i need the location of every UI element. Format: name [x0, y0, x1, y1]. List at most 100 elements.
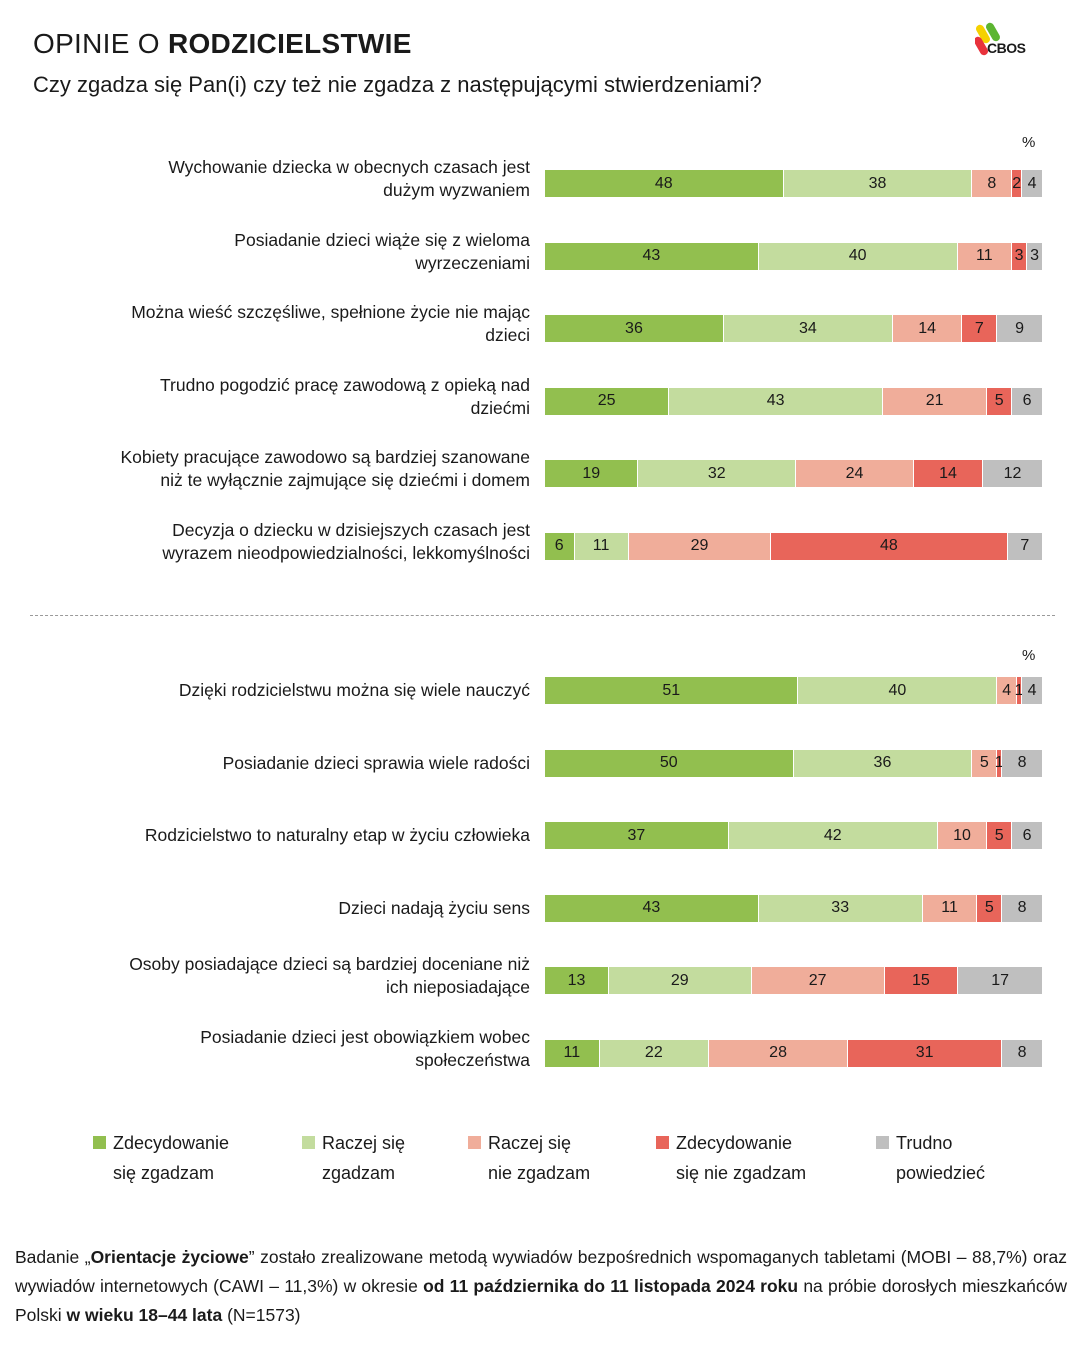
legend-rather-disagree: Raczej się nie zgadzam: [468, 1128, 590, 1188]
legend-rather-agree: Raczej się zgadzam: [302, 1128, 405, 1188]
legend-label: Raczej się: [488, 1133, 572, 1153]
segment-strongly-agree: 11: [545, 1039, 600, 1067]
footnote: Badanie „Orientacje życiowe” zostało zre…: [15, 1247, 1068, 1325]
data-label: 50: [659, 754, 678, 771]
data-label: 27: [808, 971, 827, 989]
data-label: 43: [766, 392, 785, 409]
data-label: 36: [625, 319, 643, 337]
data-label: 17: [991, 971, 1010, 989]
data-label: 8: [987, 174, 997, 192]
row-label: Wychowanie dziecka w obecnych czasach je…: [168, 157, 530, 200]
row-label: Dzięki rodzicielstwu można się wiele nau…: [178, 680, 530, 700]
legend-label: Zdecydowanie: [676, 1133, 793, 1153]
chart-title: OPINIE O RODZICIELSTWIE: [33, 28, 412, 60]
segment-hard-to-say: 9: [997, 315, 1042, 342]
data-label: 37: [627, 826, 646, 844]
data-label: 11: [563, 1044, 581, 1061]
segment-hard-to-say: 4: [1022, 677, 1042, 704]
segment-rather-disagree: 8: [972, 170, 1013, 197]
data-label: 14: [939, 464, 957, 482]
segment-rather-disagree: 27: [751, 967, 885, 994]
logo-text: CBOS: [987, 40, 1026, 56]
data-label: 31: [915, 1044, 934, 1061]
segment-strongly-disagree: 1: [1014, 677, 1024, 704]
data-label: 1: [1014, 681, 1024, 699]
data-label: 38: [868, 174, 887, 192]
segment-hard-to-say: 7: [1007, 532, 1042, 560]
segment-rather-disagree: 24: [795, 460, 915, 487]
data-label: 33: [831, 899, 850, 916]
segment-rather-disagree: 11: [922, 894, 978, 922]
segment-hard-to-say: 6: [1012, 387, 1042, 415]
stacked-bar: 36 34 14 7 9: [545, 315, 1042, 342]
data-label: 4: [1027, 174, 1037, 192]
segment-rather-agree: 29: [608, 967, 752, 994]
legend-label: powiedzieć: [896, 1163, 986, 1183]
data-label: 7: [1020, 537, 1030, 554]
segment-rather-disagree: 4: [997, 677, 1018, 704]
segment-rather-disagree: 29: [628, 532, 772, 560]
segment-hard-to-say: 12: [982, 460, 1042, 487]
data-label: 10: [953, 826, 971, 844]
data-label: 12: [1003, 464, 1022, 482]
stacked-bar: 37 42 10 5 6: [545, 822, 1042, 849]
segment-strongly-disagree: 7: [962, 315, 998, 342]
data-label: 19: [582, 464, 601, 482]
legend-label: Trudno: [896, 1133, 953, 1153]
segment-strongly-disagree: 14: [914, 460, 983, 487]
data-label: 11: [941, 899, 958, 916]
segment-rather-disagree: 11: [957, 242, 1013, 270]
data-label: 9: [1015, 319, 1025, 337]
segment-hard-to-say: 6: [1012, 822, 1042, 849]
segment-hard-to-say: 17: [958, 967, 1042, 994]
data-label: 5: [994, 392, 1004, 409]
legend-swatch: [656, 1136, 669, 1149]
segment-rather-agree: 43: [669, 387, 883, 415]
data-label: 5: [979, 754, 989, 771]
legend-swatch: [93, 1136, 106, 1149]
segment-rather-agree: 40: [758, 242, 958, 270]
data-label: 21: [925, 392, 944, 409]
data-label: 3: [1030, 247, 1039, 264]
stacked-bar: 19 32 24 14 12: [545, 460, 1042, 487]
segment-rather-agree: 32: [638, 460, 796, 487]
title-bold: RODZICIELSTWIE: [167, 28, 412, 59]
segment-rather-disagree: 28: [709, 1039, 849, 1067]
segment-strongly-agree: 51: [545, 677, 799, 704]
segment-rather-agree: 36: [793, 749, 973, 777]
segment-strongly-disagree: 1: [995, 749, 1004, 777]
segment-strongly-disagree: 3: [1012, 242, 1028, 270]
segment-strongly-agree: 19: [545, 460, 639, 487]
row-label: Osoby posiadające dzieci są bardziej doc…: [129, 954, 530, 997]
segment-strongly-agree: 50: [545, 749, 794, 777]
data-label: 29: [670, 971, 689, 989]
segment-strongly-agree: 43: [545, 894, 759, 922]
percent-unit-label: %: [1022, 647, 1036, 664]
segment-rather-agree: 40: [798, 677, 998, 704]
data-label: 11: [976, 247, 993, 264]
data-label: 48: [654, 174, 673, 192]
segment-strongly-disagree: 48: [771, 532, 1008, 560]
data-label: 43: [642, 899, 661, 916]
segment-rather-agree: 42: [728, 822, 938, 849]
stacked-bar: 48 38 8 2 4: [545, 170, 1042, 197]
cbos-logo: CBOS: [974, 20, 1065, 65]
legend-swatch: [876, 1136, 889, 1149]
data-label: 5: [984, 899, 994, 916]
row-label: Można wieść szczęśliwe, spełnione życie …: [131, 302, 530, 345]
legend-label: nie zgadzam: [488, 1163, 591, 1183]
segment-strongly-agree: 43: [545, 242, 759, 270]
stacked-bar: 25 43 21 5 6: [545, 387, 1042, 415]
row-label: Rodzicielstwo to naturalny etap w życiu …: [144, 825, 530, 845]
data-label: 36: [873, 754, 892, 771]
row-label: Posiadanie dzieci wiąże się z wieloma wyr…: [234, 229, 530, 273]
legend-strongly-disagree: Zdecydowanie się nie zgadzam: [656, 1128, 806, 1188]
data-label: 6: [1022, 826, 1032, 844]
segment-rather-agree: 33: [758, 894, 923, 922]
data-label: 40: [888, 681, 907, 699]
row-label: Trudno pogodzić pracę zawodową z opieką …: [159, 374, 530, 418]
data-label: 34: [798, 319, 817, 337]
stacked-bar: 51 40 4 1 4: [545, 677, 1042, 704]
data-label: 15: [912, 971, 930, 989]
segment-rather-agree: 11: [574, 532, 629, 560]
